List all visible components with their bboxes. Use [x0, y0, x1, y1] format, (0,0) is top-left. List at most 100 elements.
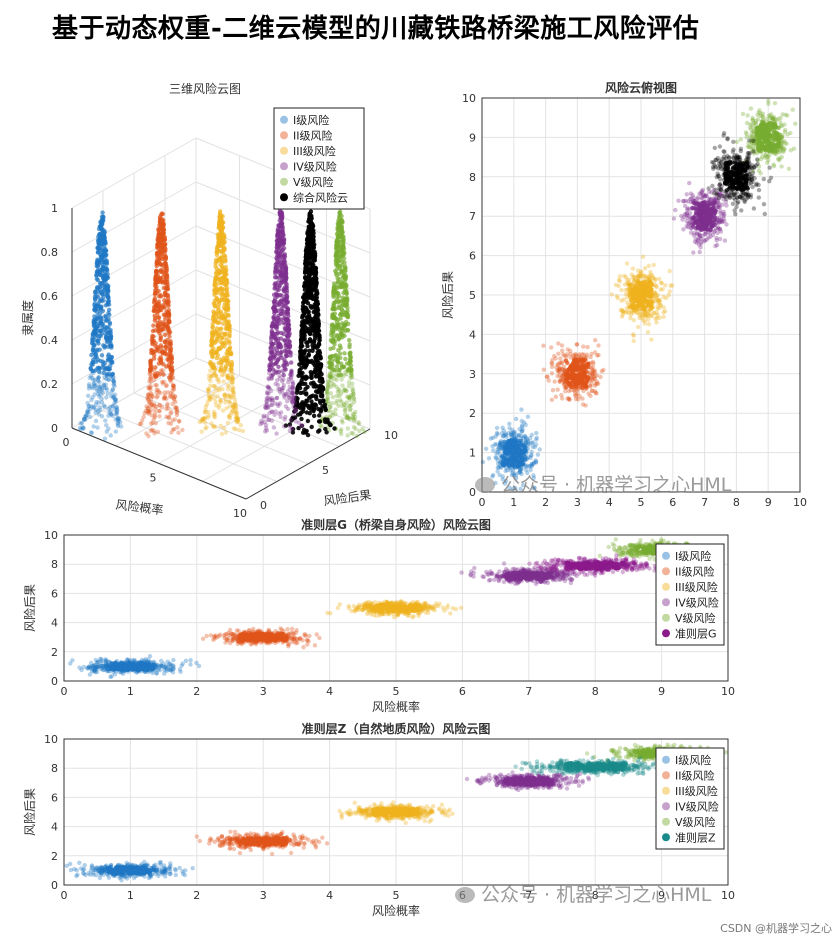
data-point: [339, 372, 344, 377]
data-point: [519, 436, 524, 441]
data-point: [360, 426, 365, 432]
data-point: [357, 428, 362, 434]
data-point: [349, 367, 354, 372]
data-point: [348, 375, 353, 381]
data-point: [300, 374, 305, 379]
data-point: [637, 300, 643, 305]
data-point: [328, 404, 333, 410]
data-point: [328, 374, 333, 380]
data-point: [563, 389, 568, 394]
data-point: [304, 428, 309, 434]
data-point: [335, 280, 340, 285]
data-point: [324, 388, 330, 393]
data-point: [630, 297, 635, 302]
data-point: [319, 424, 324, 429]
data-point: [362, 429, 367, 435]
data-point: [325, 382, 330, 387]
data-point: [333, 299, 338, 305]
data-point: [329, 375, 334, 380]
data-point: [334, 272, 339, 278]
data-point: [627, 291, 632, 296]
data-point: [339, 282, 344, 287]
data-point: [332, 376, 337, 381]
data-point: [325, 396, 330, 401]
data-point: [332, 426, 337, 431]
data-point: [661, 314, 666, 320]
data-point: [351, 396, 357, 402]
data-point: [559, 343, 565, 348]
data-point: [532, 444, 538, 450]
data-point: [625, 281, 631, 287]
data-point: [509, 438, 514, 443]
data-point: [311, 339, 317, 345]
data-point: [348, 355, 353, 360]
data-point: [338, 355, 343, 360]
data-point: [550, 388, 556, 393]
data-point: [599, 369, 604, 374]
data-point: [332, 353, 337, 359]
data-point: [549, 364, 555, 370]
data-point: [585, 344, 590, 350]
data-point: [347, 408, 353, 413]
data-point: [353, 409, 358, 415]
data-point: [343, 405, 349, 410]
data-point: [510, 432, 515, 437]
data-point: [350, 388, 355, 393]
data-point: [588, 393, 593, 399]
data-point: [308, 209, 314, 214]
data-point: [343, 356, 348, 362]
y-tick-label: 10: [462, 92, 476, 105]
data-point: [571, 353, 576, 358]
data-point: [526, 441, 532, 446]
x-tick-label: 0: [63, 436, 70, 449]
data-point: [510, 457, 515, 462]
data-point: [334, 398, 340, 403]
data-point: [328, 371, 333, 376]
data-point: [655, 296, 660, 301]
data-point: [340, 308, 345, 313]
data-point: [341, 389, 346, 394]
data-point: [519, 407, 524, 412]
data-point: [581, 352, 586, 357]
data-point: [525, 414, 531, 419]
data-point: [519, 418, 524, 424]
data-point: [580, 402, 586, 407]
data-point: [556, 368, 562, 373]
data-point: [614, 294, 620, 299]
data-point: [334, 262, 339, 268]
data-point: [553, 394, 558, 399]
data-point: [346, 384, 352, 389]
data-point: [325, 395, 331, 400]
data-point: [573, 380, 579, 386]
data-point: [593, 338, 598, 343]
data-point: [347, 395, 352, 400]
data-point: [624, 305, 630, 311]
data-point: [341, 401, 346, 407]
data-point: [654, 320, 659, 325]
data-point: [330, 413, 335, 418]
data-point: [327, 373, 333, 378]
x-tick-label: 5: [150, 472, 157, 485]
data-point: [562, 353, 567, 358]
data-point: [337, 222, 342, 227]
grid-line: [133, 392, 309, 465]
data-point: [345, 395, 351, 400]
data-point: [649, 288, 654, 293]
data-point: [334, 250, 339, 256]
data-point: [350, 415, 356, 421]
data-point: [334, 259, 340, 264]
data-point: [336, 387, 341, 392]
data-point: [327, 371, 333, 376]
data-point: [527, 436, 533, 441]
data-point: [325, 392, 330, 397]
data-point: [330, 395, 336, 400]
data-point: [331, 303, 336, 308]
data-point: [648, 272, 653, 278]
data-point: [328, 374, 333, 380]
data-point: [326, 379, 332, 385]
y-tick-label: 8: [469, 171, 476, 184]
data-point: [340, 420, 345, 425]
x-tick-label: 4: [606, 496, 613, 509]
data-point: [578, 364, 584, 369]
data-point: [342, 280, 348, 286]
